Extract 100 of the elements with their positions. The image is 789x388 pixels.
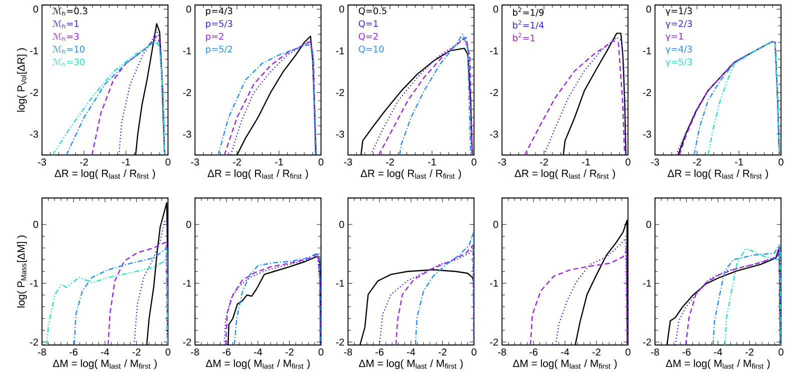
line-series	[399, 34, 472, 155]
y-tick-label: -1	[30, 47, 38, 54]
line-series	[108, 242, 168, 345]
y-tick-label: -2	[30, 338, 38, 346]
x-tick-label: -8	[344, 348, 352, 356]
x-axis-title: ΔR = log( R$_{last}$ / R$_{first}$ )	[514, 169, 615, 180]
legend-label: b$^{2}$=1/9	[513, 7, 544, 17]
x-tick-label: 0	[318, 348, 324, 356]
y-tick-label: 0	[339, 6, 344, 13]
x-tick-label: -2	[746, 348, 754, 356]
text: Q=10	[358, 46, 384, 54]
text: Q=2	[358, 32, 378, 41]
y-tick-label: 0	[646, 6, 652, 13]
x-axis-title: ΔR = log( R$_{last}$ / R$_{first}$ )	[668, 169, 768, 180]
text: γ=1	[665, 32, 683, 42]
x-tick-label: -2	[132, 348, 140, 356]
y-tick-label: -2	[183, 89, 191, 96]
x-tick-label: -3	[344, 158, 352, 166]
x-tick-label: 0	[778, 158, 784, 166]
y-tick-label: 0	[33, 220, 38, 228]
line-series	[554, 238, 628, 345]
x-tick-label: 0	[166, 348, 170, 356]
text: ℳ$_{h}$=3	[52, 32, 79, 42]
text: p=5/3	[206, 20, 232, 29]
x-tick-label: 0	[626, 158, 630, 166]
x-axis-title: ΔR = log( R$_{last}$ / R$_{first}$ )	[54, 169, 155, 180]
x-axis-title: ΔR = log( R$_{last}$ / R$_{first}$ )	[208, 169, 308, 180]
x-tick-label: -8	[498, 348, 506, 356]
x-tick-label: -3	[191, 158, 199, 166]
y-tick-label: -1	[30, 280, 38, 287]
line-series	[724, 248, 782, 345]
y-axis-title: log( P$_{Vol}$[ΔR] )	[17, 48, 27, 112]
y-tick-label: -3	[490, 130, 498, 138]
y-tick-label: -2	[336, 89, 344, 96]
line-series	[378, 248, 474, 345]
x-axis-title: ΔM = log( M$_{last}$ / M$_{first}$ )	[206, 359, 310, 370]
y-tick-label: -3	[336, 130, 344, 138]
line-series	[524, 40, 626, 155]
line-series	[414, 232, 474, 345]
x-tick-label: -2	[80, 158, 88, 166]
text: b$^{2}$=1/4	[513, 20, 544, 30]
x-axis-title: ΔR = log( R$_{last}$ / R$_{first}$ )	[360, 169, 461, 180]
y-tick-label: -1	[183, 280, 192, 287]
x-tick-label: -8	[191, 348, 199, 356]
y-tick-label: -1	[490, 47, 498, 54]
y-tick-label: -3	[643, 130, 652, 138]
line-series	[74, 247, 168, 345]
y-tick-label: -1	[643, 47, 652, 54]
x-tick-label: -2	[386, 158, 394, 166]
y-tick-label: -2	[643, 338, 651, 346]
y-tick-label: -2	[490, 89, 498, 96]
x-tick-label: -1	[275, 158, 283, 166]
x-tick-label: -8	[38, 348, 46, 356]
text: γ=4/3	[665, 46, 692, 54]
y-tick-label: -1	[490, 280, 498, 287]
x-tick-label: -6	[376, 348, 384, 356]
x-tick-label: -4	[561, 348, 570, 356]
legend-label: γ=1/3	[665, 7, 692, 16]
text: p=2	[206, 32, 224, 42]
y-tick-label: -1	[336, 47, 344, 54]
x-tick-label: -6	[222, 348, 230, 356]
x-tick-label: 0	[166, 158, 170, 166]
y-tick-label: -2	[183, 338, 191, 346]
x-tick-label: 0	[472, 158, 476, 166]
legend-label: p=4/3	[206, 7, 232, 16]
y-tick-label: -2	[30, 89, 38, 96]
x-tick-label: -2	[286, 348, 294, 356]
y-tick-label: 0	[493, 220, 498, 228]
line-series	[543, 36, 627, 155]
x-tick-label: -2	[233, 158, 241, 166]
x-tick-label: 0	[318, 158, 324, 166]
legend-label: ℳ$_{h}$=0.3	[52, 7, 88, 16]
x-tick-label: 0	[778, 348, 784, 356]
x-tick-label: -1	[428, 158, 436, 166]
y-tick-label: 0	[33, 6, 38, 13]
x-tick-label: 0	[626, 348, 630, 356]
y-tick-label: 0	[339, 220, 344, 228]
y-tick-label: -1	[336, 280, 344, 287]
x-tick-label: -2	[438, 348, 446, 356]
y-tick-label: -2	[336, 338, 344, 346]
y-tick-label: 0	[646, 220, 652, 228]
y-tick-label: -1	[183, 47, 192, 54]
x-tick-label: -1	[122, 158, 130, 166]
x-axis-title: ΔM = log( M$_{last}$ / M$_{first}$ )	[666, 359, 770, 370]
text: ℳ$_{h}$=10	[52, 46, 84, 54]
x-tick-label: 0	[472, 348, 476, 356]
x-tick-label: -3	[651, 158, 660, 166]
y-tick-label: -2	[643, 89, 651, 96]
x-tick-label: -8	[651, 348, 660, 356]
x-tick-label: -4	[254, 348, 262, 356]
x-tick-label: -6	[70, 348, 78, 356]
y-axis-title: log( P$_{Mass}$[ΔM] )	[17, 236, 27, 308]
line-series	[712, 244, 781, 345]
x-tick-label: -1	[582, 158, 590, 166]
y-tick-label: -3	[183, 130, 192, 138]
x-tick-label: -1	[735, 158, 743, 166]
x-tick-label: -4	[101, 348, 110, 356]
x-tick-label: -2	[592, 348, 600, 356]
x-tick-label: -4	[714, 348, 722, 356]
text: b$^{2}$=1	[513, 32, 535, 42]
